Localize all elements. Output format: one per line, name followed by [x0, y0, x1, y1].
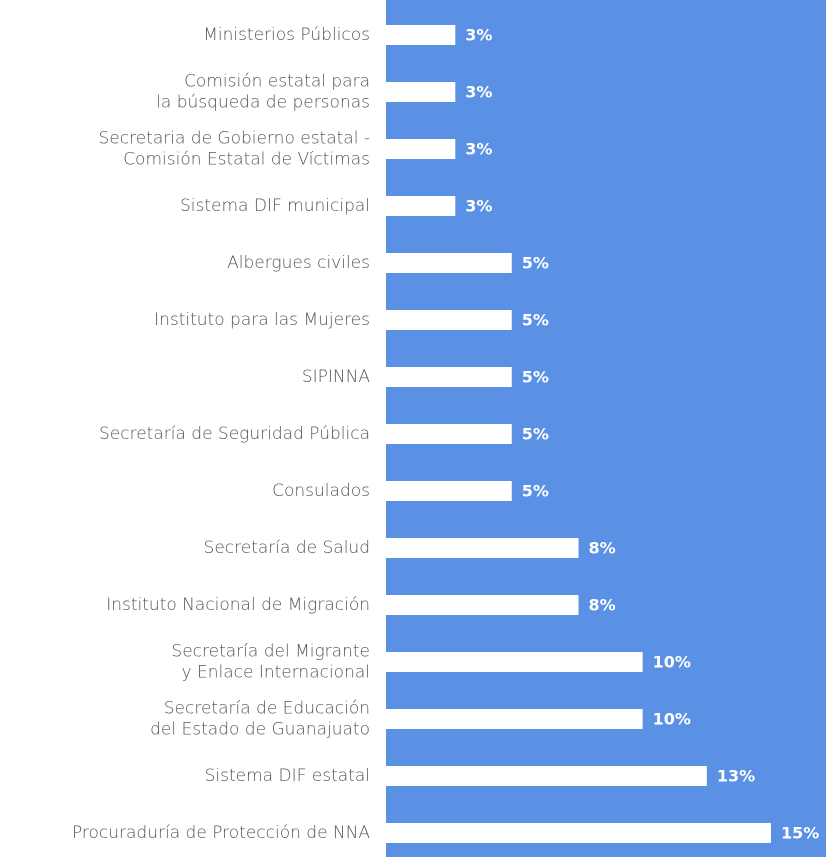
category-label: Secretaría de Salud [204, 538, 370, 558]
category-label: Consulados [272, 481, 370, 501]
bar [386, 709, 643, 729]
category-label: Comisión Estatal de Víctimas [123, 150, 370, 170]
bar [386, 652, 643, 672]
category-label: Comisión estatal para [184, 72, 370, 92]
value-label: 3% [465, 197, 492, 216]
bar [386, 823, 771, 843]
bar [386, 538, 579, 558]
value-label: 8% [589, 596, 616, 615]
value-label: 3% [465, 140, 492, 159]
bar [386, 196, 456, 216]
bar [386, 424, 512, 444]
value-label: 5% [522, 425, 549, 444]
bar [386, 82, 456, 102]
category-label: Instituto para las Mujeres [154, 310, 370, 330]
category-label: Ministerios Públicos [203, 25, 370, 45]
value-label: 8% [589, 539, 616, 558]
category-label: la búsqueda de personas [156, 93, 370, 113]
category-label: Secretaría del Migrante [171, 642, 370, 662]
value-label: 5% [522, 254, 549, 273]
bar [386, 310, 512, 330]
value-label: 3% [465, 83, 492, 102]
category-label: Sistema DIF municipal [180, 196, 370, 216]
value-label: 15% [781, 824, 819, 843]
category-label: Secretaría de Educación [164, 699, 370, 719]
value-label: 3% [465, 26, 492, 45]
category-label: del Estado de Guanajuato [150, 720, 370, 740]
category-label: Sistema DIF estatal [205, 766, 370, 786]
bar [386, 139, 456, 159]
bar [386, 481, 512, 501]
bar [386, 25, 456, 45]
bar [386, 253, 512, 273]
value-label: 5% [522, 482, 549, 501]
value-label: 10% [653, 653, 691, 672]
bar [386, 595, 579, 615]
value-label: 13% [717, 767, 755, 786]
category-label: Secretaria de Gobierno estatal - [98, 129, 370, 149]
category-label: Albergues civiles [227, 253, 370, 273]
value-label: 10% [653, 710, 691, 729]
category-label: SIPINNA [302, 367, 371, 387]
value-label: 5% [522, 311, 549, 330]
bar [386, 367, 512, 387]
category-label: Instituto Nacional de Migración [106, 595, 370, 615]
bar [386, 766, 707, 786]
category-label: Secretaría de Seguridad Pública [99, 424, 370, 444]
value-label: 5% [522, 368, 549, 387]
category-label: y Enlace Internacional [181, 663, 370, 683]
category-label: Procuraduría de Protección de NNA [72, 823, 370, 843]
